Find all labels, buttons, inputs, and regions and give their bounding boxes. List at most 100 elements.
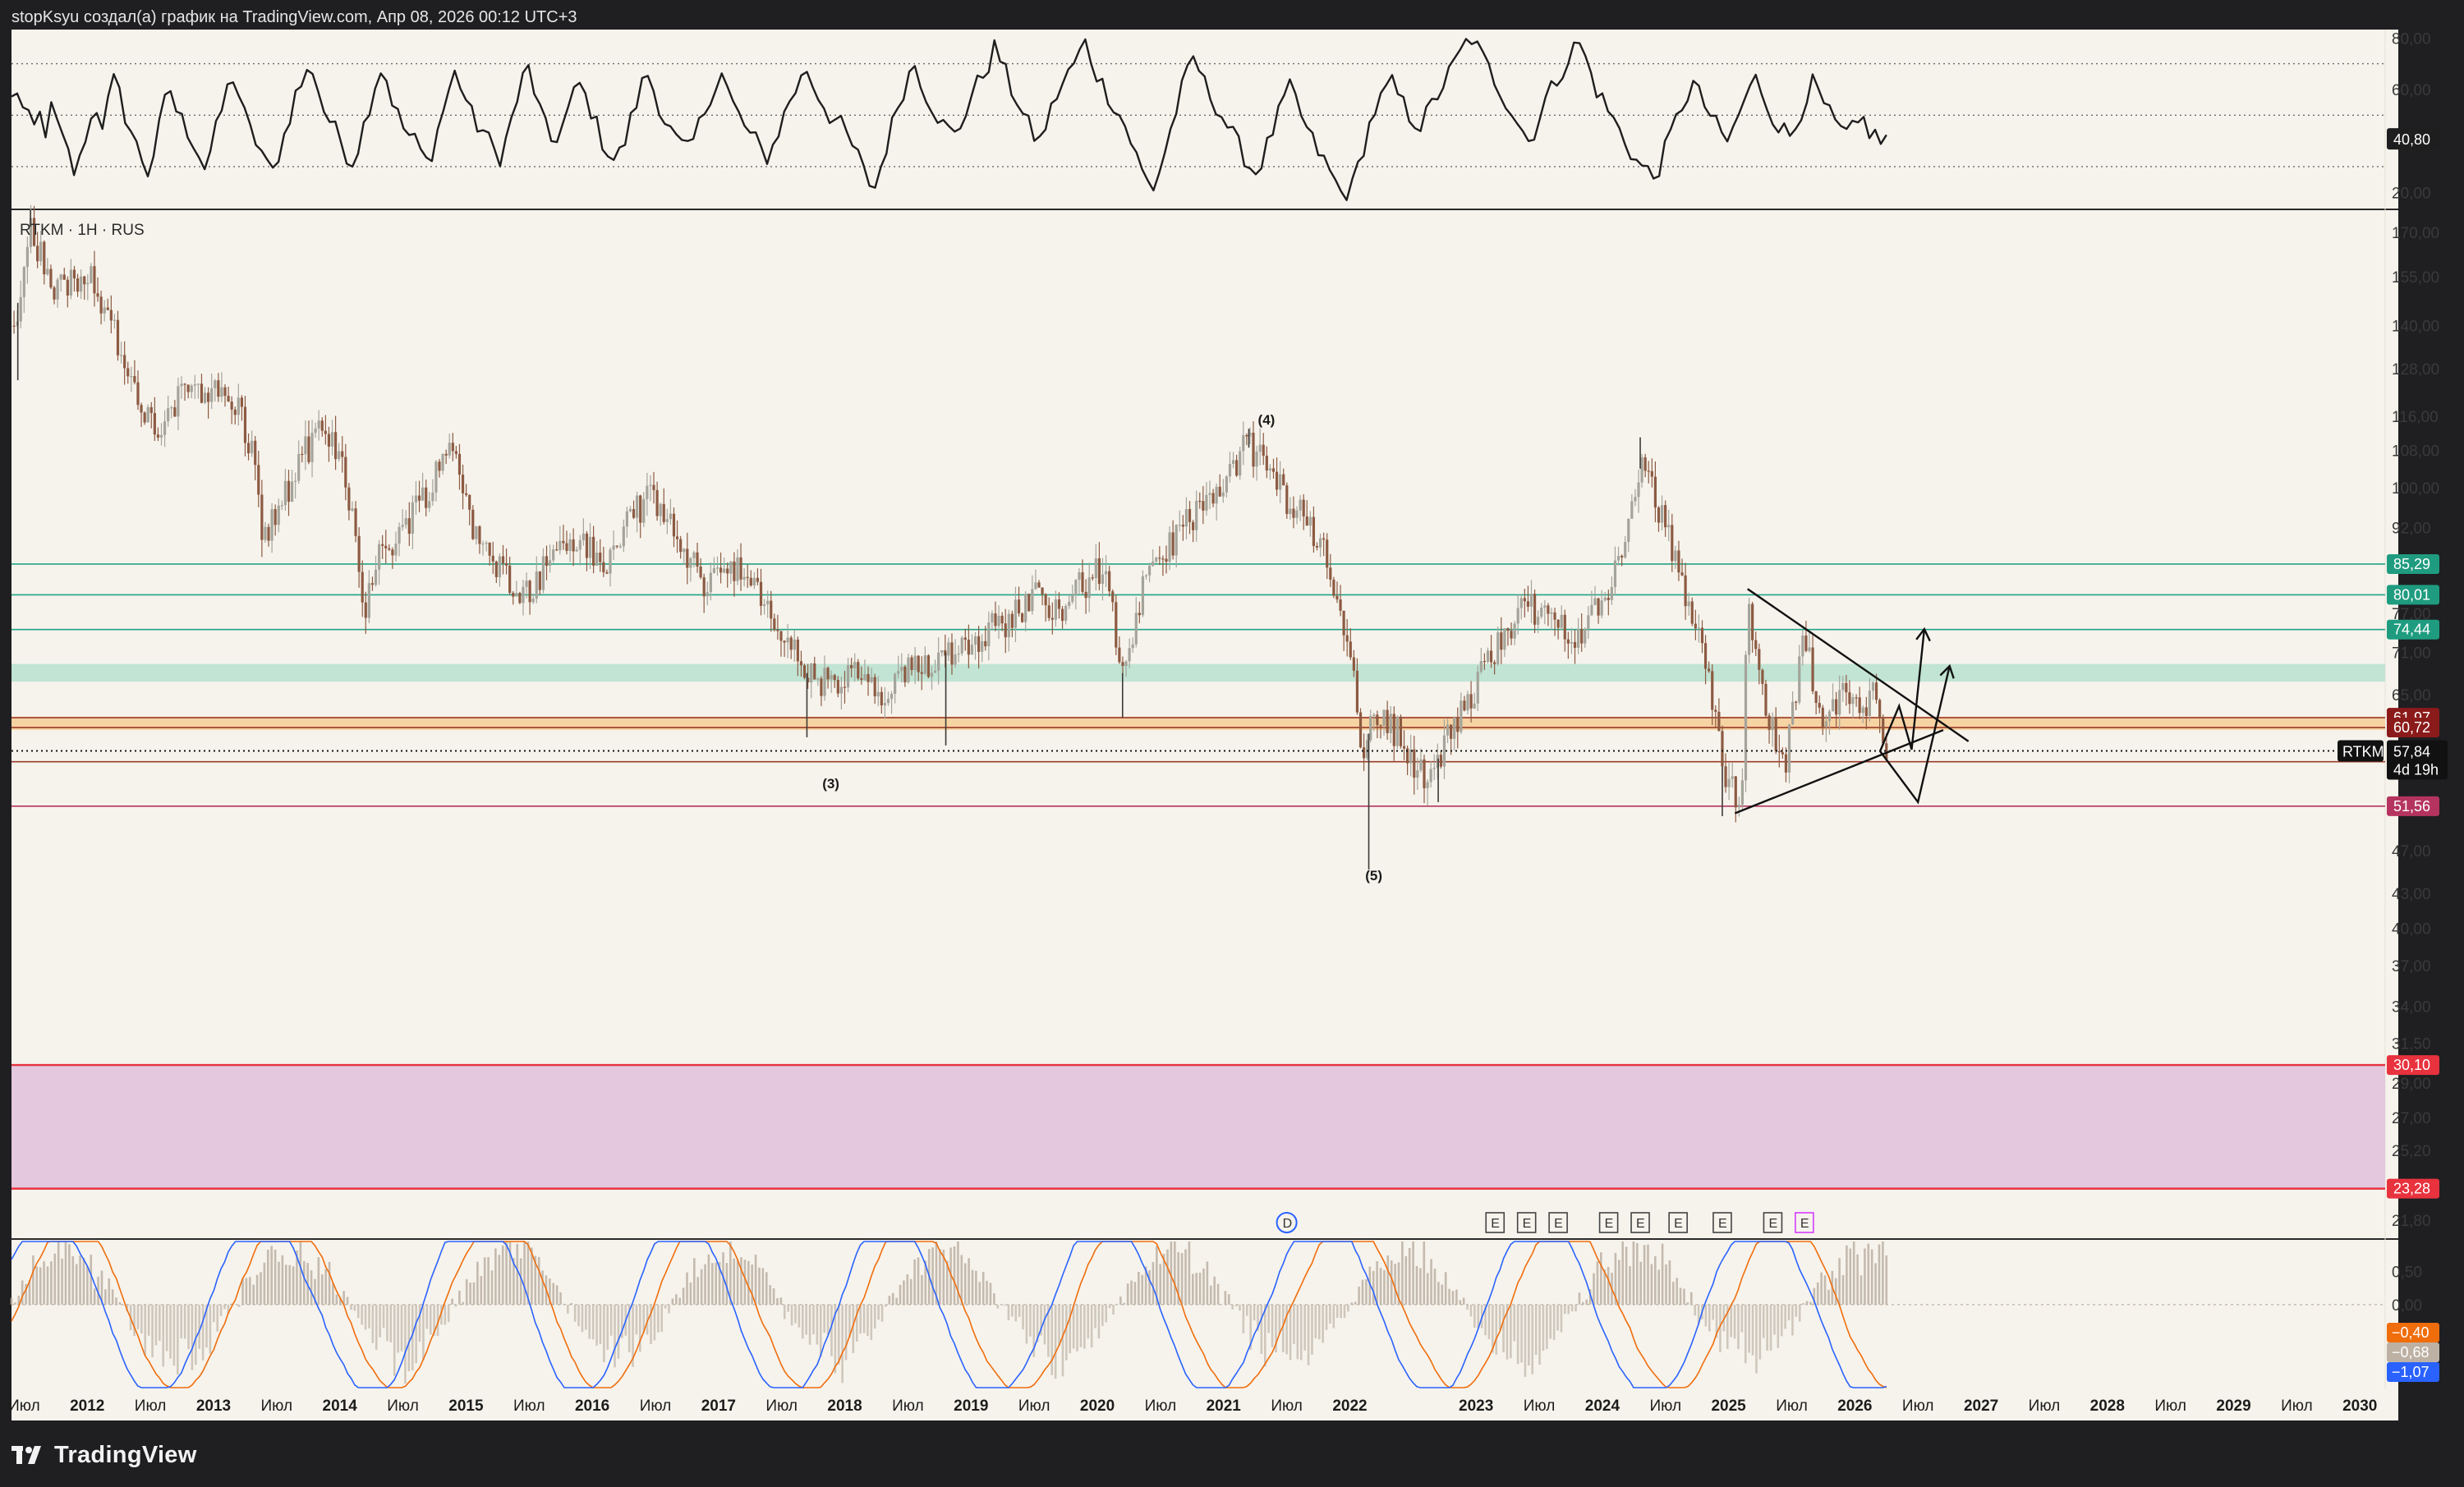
candle [518,593,522,604]
projection-path [1878,629,1926,752]
candle [425,487,428,508]
candle [90,266,93,283]
candle [729,561,733,574]
candle [508,565,512,594]
candle [1798,656,1801,703]
candle [1754,640,1758,649]
price-tick-label: 77,00 [2392,606,2431,623]
candle [1060,608,1064,622]
candle [388,548,391,550]
candle [12,325,16,327]
candle [1322,538,1326,540]
candle [1677,550,1680,573]
candle [1510,631,1513,639]
earnings-marker-icon [1485,1212,1506,1233]
candle [1781,752,1784,755]
candle [1242,434,1245,452]
candle [947,642,950,656]
candle [1553,612,1556,620]
candle [960,637,963,654]
candle [1315,546,1319,548]
rsi-pane[interactable] [11,30,2398,209]
candle [1540,607,1543,617]
candle [36,246,39,262]
candle [1282,474,1285,486]
candle [1560,614,1563,628]
candle [900,666,903,672]
candle [113,319,117,321]
rsi-last-value: 40,80 [2393,131,2430,148]
candle [56,279,59,300]
candle [287,480,291,503]
candle [1275,471,1279,490]
x-tick-label: 2019 [954,1398,988,1415]
price-tick-label: 71,00 [2392,645,2431,662]
candle [833,675,836,681]
candle [1667,525,1671,528]
candle [522,586,525,604]
level-tag [2387,1055,2439,1076]
candle [116,319,120,356]
candle [243,406,247,443]
candle [294,480,297,482]
candle [193,384,196,386]
candle [1550,612,1553,614]
price-tick-label: 40,00 [2392,921,2431,939]
candle [719,567,723,573]
candle [712,567,716,573]
candle [475,525,478,539]
candle [146,406,149,423]
price-tick-label: 27,00 [2392,1110,2431,1127]
candle [488,542,491,556]
candle [1801,636,1804,657]
earnings-marker-icon [1712,1212,1732,1233]
candle [1389,714,1392,733]
candle [994,613,997,626]
candle [592,536,595,566]
candle [937,652,940,671]
candle [471,509,475,539]
candle [1871,682,1875,691]
candle [632,508,636,518]
candle [903,666,907,682]
candle [330,432,334,447]
candle [485,542,488,544]
candle [749,577,752,586]
candle [686,548,689,568]
candle [1188,508,1192,522]
candle [1369,716,1372,741]
rsi-tick-label: 20,00 [2392,185,2431,202]
candle [1202,501,1205,511]
candle [180,383,183,387]
candle [441,453,444,471]
candle [646,485,649,499]
candle [715,567,719,569]
candle [277,505,280,525]
candle [1004,623,1007,638]
candle [984,640,987,647]
candle [491,555,494,562]
candle [227,396,230,402]
candle [260,494,264,540]
price-tick-label: 43,00 [2392,886,2431,903]
candle [297,453,301,481]
candle [1607,597,1610,600]
candle [1453,717,1456,739]
x-tick-label: Июл [1145,1398,1177,1415]
earnings-marker-icon [1516,1212,1537,1233]
candle [457,453,462,475]
candle [733,561,736,581]
candle [1205,494,1208,511]
candle [1416,770,1419,778]
candle [307,436,310,462]
candle [404,518,407,525]
candle [1479,661,1483,672]
candle [970,645,974,655]
candle [1593,598,1597,605]
candle [1245,434,1248,437]
candle [1423,759,1426,788]
candle [1262,444,1265,457]
candle [1239,451,1242,476]
candle [679,539,683,553]
